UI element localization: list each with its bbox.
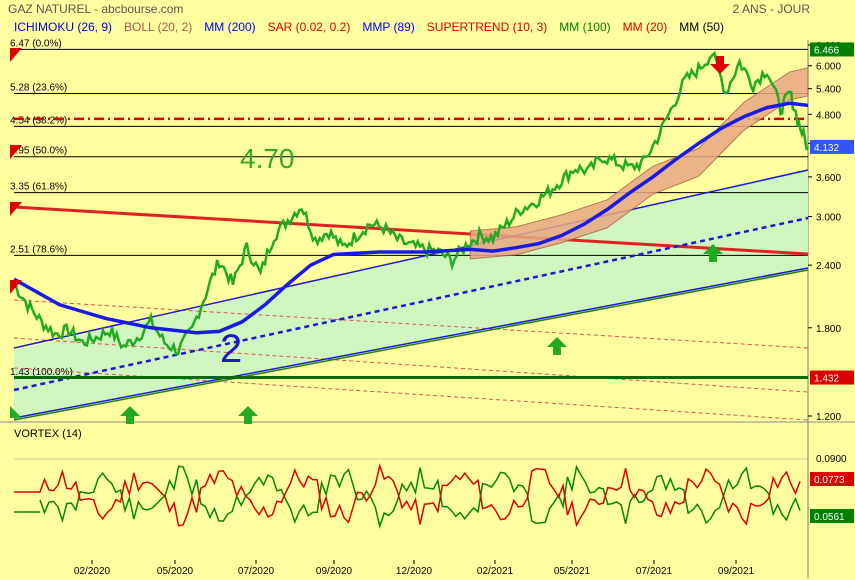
sar-flag-icon (10, 406, 22, 418)
sar-flag-icon (10, 280, 22, 294)
legend-item: SAR (0.02, 0.2) (267, 20, 351, 34)
legend-item: ICHIMOKU (26, 9) (14, 20, 113, 34)
y-tick-label: 1.200 (816, 412, 841, 423)
fib-label: 1.43 (100.0%) (10, 367, 73, 378)
x-tick-label: 02/2020 (74, 566, 111, 577)
indicator-legend: ICHIMOKU (26, 9) BOLL (20, 2) MM (200) SAR … (14, 20, 736, 34)
channel-mid-dotted (13, 216, 809, 392)
x-tick-label: 07/2021 (636, 566, 673, 577)
y-tick-label: 3.600 (816, 173, 841, 184)
sar-flag-icon (10, 48, 22, 62)
channel-lower-green (13, 269, 809, 421)
price-tag-label: 6.466 (814, 45, 839, 56)
vortex-plus-line (39, 464, 801, 529)
mm200-line (13, 101, 809, 335)
vortex-value-label: 0.0773 (814, 475, 845, 486)
x-tick-label: 09/2020 (316, 566, 353, 577)
x-tick-label: 05/2020 (157, 566, 194, 577)
price-tag (810, 139, 854, 154)
vortex-minus-line (39, 463, 801, 528)
vortex-value-tag (810, 509, 854, 523)
y-tick-label: 5.400 (816, 85, 841, 96)
y-tick-label: 1.800 (816, 324, 841, 335)
vortex-tick-label: 0.0900 (816, 454, 847, 465)
x-tick-label: 12/2020 (396, 566, 433, 577)
chart-title: GAZ NATUREL - abcbourse.com (8, 2, 184, 16)
channel-lower (13, 267, 809, 419)
fib-label: 4.54 (38.2%) (10, 115, 67, 126)
legend-item: MM (100) (559, 20, 611, 34)
price-line (13, 50, 809, 356)
channel-upper (13, 169, 809, 349)
sar-flag-icon (10, 145, 22, 159)
legend-item: MMP (89) (362, 20, 415, 34)
x-tick-label: 07/2020 (238, 566, 275, 577)
fib-label: 3.95 (50.0%) (10, 146, 67, 157)
fib-label: 6.47 (0.0%) (10, 38, 62, 49)
y-tick-label: 6.000 (816, 62, 841, 73)
level-470-annotation: 4.70 (240, 143, 295, 174)
sar-flag-icon (10, 202, 22, 216)
y-tick-label: 4.800 (816, 110, 841, 121)
price-tag-label: 1.432 (814, 374, 839, 385)
wave-2-annotation: 2 (220, 327, 242, 371)
vortex-value-label: 0.0561 (814, 512, 845, 523)
fib-label: 5.28 (23.6%) (10, 83, 67, 94)
fib-label: 2.51 (78.6%) (10, 244, 67, 255)
price-tag (810, 370, 854, 385)
sell-arrow-icon (710, 56, 730, 74)
price-tag (810, 42, 854, 57)
x-tick-label: 09/2021 (718, 566, 755, 577)
legend-item: SUPERTREND (10, 3) (426, 20, 548, 34)
y-tick-label: 2.400 (816, 261, 841, 272)
legend-item: MM (50) (679, 20, 724, 34)
fib-label: 3.35 (61.8%) (10, 182, 67, 193)
buy-arrow-icon (238, 406, 258, 424)
price-tag-label: 4.132 (814, 143, 839, 154)
vortex-title: VORTEX (14) (14, 428, 82, 440)
period-label: 2 ANS - JOUR (732, 2, 810, 16)
x-tick-label: 02/2021 (477, 566, 514, 577)
vortex-value-tag (810, 472, 854, 486)
buy-arrow-icon (120, 406, 140, 424)
x-tick-label: 05/2021 (554, 566, 591, 577)
uptrend-channel-fill (14, 170, 808, 418)
legend-item: MM (200) (204, 20, 256, 34)
buy-arrow-icon (703, 244, 723, 262)
buy-arrow-icon (547, 337, 567, 355)
legend-item: BOLL (20, 2) (124, 20, 193, 34)
y-tick-label: 3.000 (816, 213, 841, 224)
legend-item: MM (20) (622, 20, 668, 34)
